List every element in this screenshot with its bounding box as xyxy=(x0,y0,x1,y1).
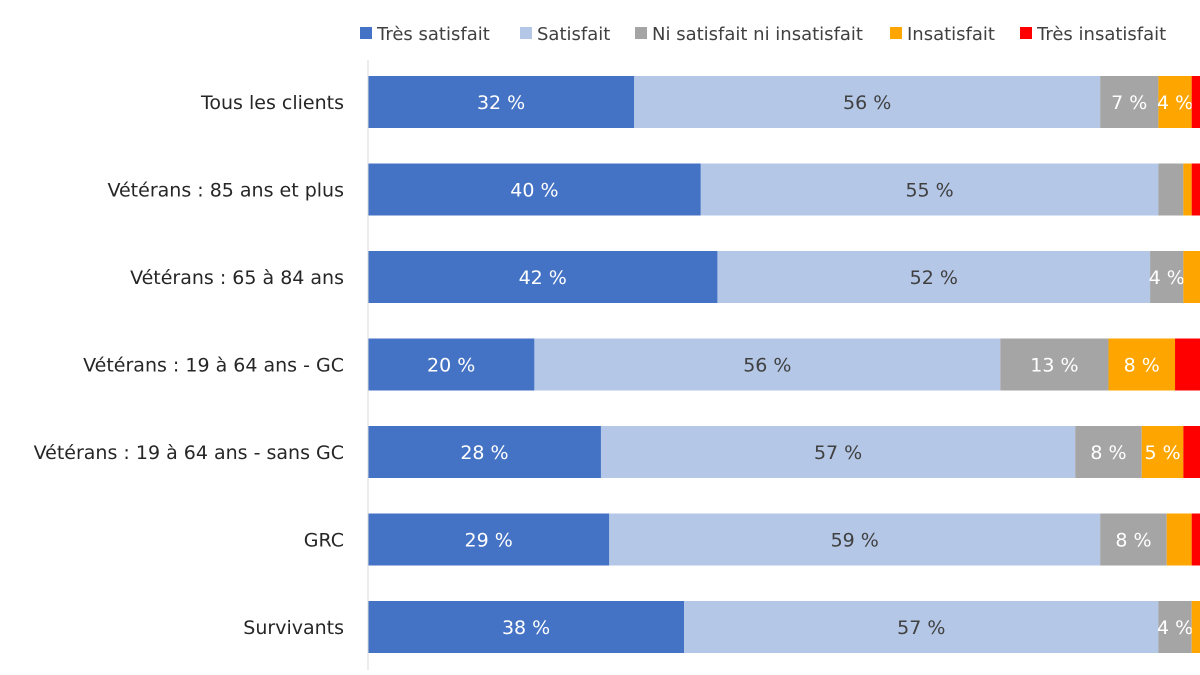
category-label: Tous les clients xyxy=(200,92,344,114)
bar-segment xyxy=(368,251,718,303)
data-label: 52 % xyxy=(910,267,958,289)
bar-segment xyxy=(1141,426,1184,478)
bar-segment xyxy=(534,338,1001,391)
bar-segment xyxy=(368,76,635,128)
bar-segment xyxy=(1100,76,1159,128)
bar-segment xyxy=(1158,163,1184,216)
legend-swatch xyxy=(1020,27,1032,39)
data-label: 42 % xyxy=(519,267,567,289)
bar-segment xyxy=(1183,426,1200,478)
legend-label: Très insatisfait xyxy=(1036,24,1166,45)
bar-segment xyxy=(700,163,1159,216)
data-label: 4 % xyxy=(1149,267,1185,289)
category-label: Vétérans : 85 ans et plus xyxy=(107,180,344,202)
bar-segment xyxy=(1191,601,1200,653)
data-label: 8 % xyxy=(1124,355,1160,377)
legend-swatch xyxy=(520,27,532,39)
bar-segment xyxy=(368,601,685,653)
data-label: 8 % xyxy=(1115,530,1151,552)
data-label: 8 % xyxy=(1090,442,1126,464)
bar-segment xyxy=(609,513,1101,566)
data-label: 5 % xyxy=(1144,442,1180,464)
data-label: 38 % xyxy=(502,617,550,639)
bar-segment xyxy=(717,251,1151,303)
legend-swatch xyxy=(360,27,372,39)
bar-segment xyxy=(1000,338,1109,391)
bar-segment xyxy=(1191,163,1200,216)
bar-segment xyxy=(368,426,601,478)
category-label: GRC xyxy=(304,530,344,552)
bar-segment xyxy=(1166,513,1192,566)
data-label: 29 % xyxy=(464,530,512,552)
legend-label: Ni satisfait ni insatisfait xyxy=(652,24,863,45)
data-label: 4 % xyxy=(1157,92,1193,114)
data-label: 13 % xyxy=(1030,355,1078,377)
data-label: 56 % xyxy=(843,92,891,114)
bar-segment xyxy=(1191,76,1200,128)
category-label: Vétérans : 19 à 64 ans - sans GC xyxy=(34,442,344,464)
legend-swatch xyxy=(890,27,902,39)
bar-segment xyxy=(634,76,1101,128)
category-label: Vétérans : 65 à 84 ans xyxy=(130,267,344,289)
legend-label: Insatisfait xyxy=(907,24,995,45)
bar-segment xyxy=(1100,513,1167,566)
bar-segment xyxy=(1175,338,1200,391)
bar-segment xyxy=(1150,251,1184,303)
bar-segment xyxy=(368,513,610,566)
bar-segment xyxy=(1108,338,1176,391)
data-label: 7 % xyxy=(1111,92,1147,114)
data-label: 57 % xyxy=(814,442,862,464)
bar-segment xyxy=(600,426,1076,478)
data-label: 59 % xyxy=(831,530,879,552)
data-label: 57 % xyxy=(897,617,945,639)
bar-segment xyxy=(1075,426,1142,478)
legend-swatch xyxy=(635,27,647,39)
bar-segment xyxy=(1158,601,1192,653)
bar-segment xyxy=(368,163,701,216)
category-label: Survivants xyxy=(243,617,344,639)
data-label: 20 % xyxy=(427,355,475,377)
legend-label: Très satisfait xyxy=(376,24,490,45)
bar-segment xyxy=(684,601,1159,653)
data-label: 28 % xyxy=(460,442,508,464)
bar-segment xyxy=(368,338,535,391)
data-label: 4 % xyxy=(1157,617,1193,639)
bar-segment xyxy=(1183,163,1192,216)
bar-segment xyxy=(1183,251,1200,303)
legend-label: Satisfait xyxy=(537,24,610,45)
data-label: 32 % xyxy=(477,92,525,114)
data-label: 56 % xyxy=(743,355,791,377)
bar-segment xyxy=(1158,76,1192,128)
data-label: 55 % xyxy=(905,180,953,202)
category-label: Vétérans : 19 à 64 ans - GC xyxy=(83,355,344,377)
data-label: 40 % xyxy=(510,180,558,202)
bar-segment xyxy=(1191,513,1200,566)
